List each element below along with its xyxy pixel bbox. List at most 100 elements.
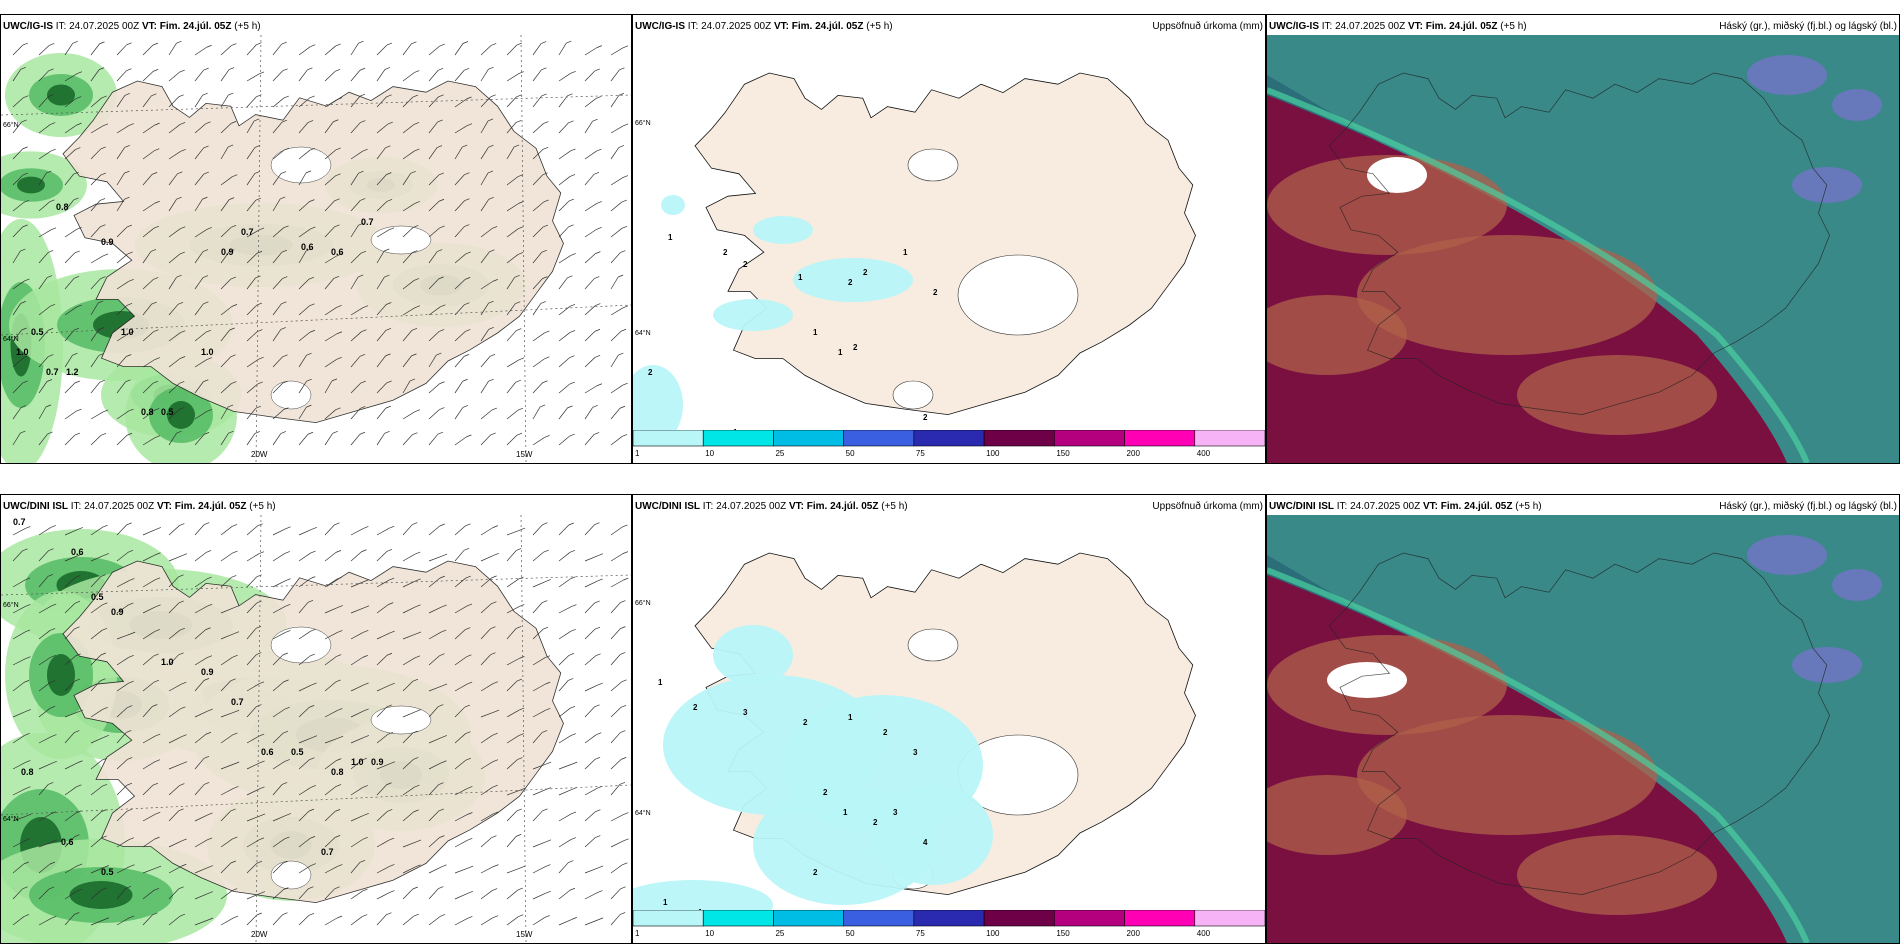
wind-barb-feather: [231, 304, 238, 307]
wind-barb: [246, 73, 260, 82]
wind-barb: [506, 836, 517, 848]
wind-barb: [428, 888, 439, 900]
wind-barb-feather: [126, 522, 132, 526]
wind-barb-feather: [335, 550, 342, 553]
wind-barb-feather: [620, 328, 627, 332]
precip-value-label: 3: [913, 748, 918, 757]
wind-barb: [38, 306, 51, 316]
glacier: [270, 860, 312, 890]
wind-barb-feather: [363, 682, 369, 686]
wind-barb: [272, 356, 283, 368]
wind-barb-feather: [129, 631, 136, 635]
graticule-line: [255, 515, 262, 943]
wind-barb: [558, 552, 571, 562]
wind-barb: [506, 409, 519, 420]
wind-barb: [38, 124, 51, 134]
wind-barb-feather: [619, 405, 626, 409]
wind-barb: [324, 149, 336, 160]
legend-tick-label: 150: [1056, 449, 1070, 458]
wind-barb: [272, 382, 284, 394]
wind-barb: [350, 252, 362, 264]
precip-value-label: 1: [663, 898, 668, 907]
graticule-line: [1, 94, 631, 116]
wind-barb-feather: [517, 757, 523, 760]
wind-barb-feather: [282, 860, 289, 864]
wind-barb-feather: [207, 891, 214, 894]
precip-value-label: 1: [903, 248, 908, 257]
wind-barb-feather: [180, 706, 186, 710]
wind-barb: [324, 278, 335, 290]
wind-barb: [506, 96, 517, 108]
wind-barb: [376, 44, 388, 56]
wind-barb: [272, 227, 284, 238]
wind-barb-feather: [541, 93, 547, 97]
wind-barb: [64, 732, 75, 744]
wind-barb-feather: [488, 378, 494, 382]
wind-barb: [12, 863, 24, 874]
wind-barb: [298, 97, 310, 108]
wind-barb-feather: [46, 379, 53, 382]
wind-barb: [584, 759, 596, 770]
wind-barb: [142, 227, 155, 238]
wind-barb-feather: [363, 630, 369, 633]
wind-barb: [142, 735, 156, 744]
wind-barb: [558, 95, 568, 108]
wind-barb: [298, 759, 310, 770]
wind-barb: [90, 737, 104, 744]
wind-barb-feather: [280, 196, 286, 200]
wind-barb-feather: [179, 381, 185, 384]
legend-swatch: [702, 909, 774, 927]
wind-barb-feather: [99, 41, 105, 45]
wind-barb: [532, 382, 543, 394]
wind-barb: [298, 684, 312, 692]
wind-barb: [298, 381, 307, 394]
wind-barb-feather: [567, 275, 573, 279]
wind-barb-feather: [594, 522, 600, 526]
wind-barb-feather: [389, 761, 396, 765]
wind-barb: [480, 381, 489, 394]
legend-tick-label: 150: [1056, 929, 1070, 938]
wind-barb-feather: [597, 917, 604, 921]
wind-barb-feather: [258, 681, 265, 685]
wind-barb: [454, 407, 464, 420]
panel-title: Uppsöfnuð úrkoma (mm): [1152, 21, 1263, 32]
wind-barb-feather: [73, 276, 80, 279]
wind-barb-feather: [570, 733, 576, 736]
wind-barb-feather: [439, 329, 445, 332]
precip-value-label: 1.2: [66, 367, 79, 377]
wind-barb-feather: [75, 575, 81, 578]
precip-value-label: 0.7: [13, 517, 26, 527]
wind-barb-feather: [207, 708, 213, 712]
wind-barb: [376, 706, 387, 718]
wind-barb-feather: [544, 330, 550, 334]
legend-swatch: [773, 429, 844, 447]
wind-barb-feather: [540, 41, 547, 44]
wind-barb: [454, 381, 463, 394]
wind-barb: [194, 303, 204, 316]
wind-barb-feather: [256, 42, 262, 45]
wind-barb-feather: [413, 278, 420, 281]
wind-barb: [324, 786, 337, 796]
wind-barb-feather: [441, 629, 447, 633]
wind-barb: [116, 759, 128, 770]
wind-barb: [220, 734, 233, 744]
wind-barb-feather: [441, 760, 447, 764]
wind-barb: [142, 303, 152, 316]
wind-barb-feather: [50, 680, 56, 683]
wind-barb: [428, 866, 442, 874]
wind-barb-feather: [618, 145, 625, 148]
precip-map: 123212321234211266°N64°N: [633, 515, 1265, 925]
wind-barb: [428, 200, 440, 212]
wind-barb-feather: [384, 274, 390, 278]
wind-barb-feather: [514, 274, 520, 278]
wind-barb-feather: [100, 678, 106, 682]
wind-barb: [610, 125, 624, 134]
wind-barb-feather: [414, 655, 421, 659]
wind-barb-feather: [597, 865, 604, 869]
wind-barb-feather: [230, 354, 236, 358]
wind-barb-feather: [230, 808, 236, 812]
wind-barb: [506, 176, 519, 186]
precip-value-label: 2: [933, 288, 938, 297]
wind-barb: [506, 789, 521, 796]
wind-barb-feather: [231, 43, 237, 46]
